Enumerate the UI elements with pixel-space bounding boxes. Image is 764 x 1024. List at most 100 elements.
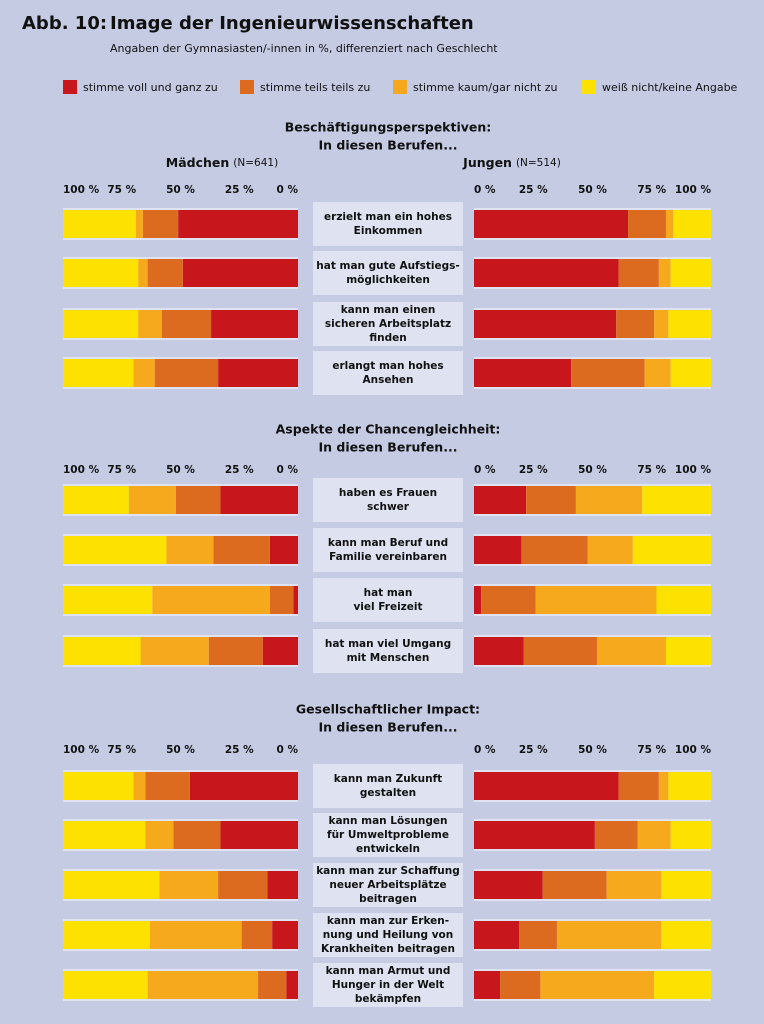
x-tick-label: 0 % [474,184,496,196]
bar-segment [63,637,141,665]
row-label: erlangt man hohes [332,360,443,372]
panel-n: (N=514) [516,157,561,169]
bar-segment [474,971,501,999]
bar-segment [272,921,298,949]
x-tick-label: 75 % [637,184,666,196]
bar-segment [535,586,657,614]
x-tick-label: 25 % [519,464,548,476]
panel-header: Jungen (N=514) [462,155,561,170]
bar-segment [474,210,629,238]
label-box [313,351,463,395]
row-label: sicheren Arbeitsplatz [325,318,451,330]
chart-subtitle: Angaben der Gymnasiasten/-innen in %, di… [110,42,498,55]
bar-segment [500,971,541,999]
legend-swatch [582,80,596,94]
x-tick-label: 50 % [578,184,607,196]
row-label: gestalten [360,787,416,799]
x-tick-label: 25 % [519,184,548,196]
bar-segment [628,210,666,238]
legend-label: stimme teils teils zu [260,81,370,94]
bar-segment [642,486,711,514]
bar-segment [161,310,212,338]
bar-segment [241,921,273,949]
row-label: mit Menschen [347,652,430,664]
bar-segment [63,310,139,338]
bar-segment [147,259,183,287]
label-box [313,578,463,622]
bar-segment [149,921,242,949]
bar-segment [519,921,557,949]
x-tick-label: 50 % [166,464,195,476]
bar-segment [474,921,520,949]
figure-label: Abb. 10: [22,13,107,34]
bar-segment [668,772,711,800]
bar-segment [63,921,150,949]
bar-segment [658,772,669,800]
x-tick-label: 75 % [107,184,136,196]
bar-segment [133,359,155,387]
bar-segment [594,821,638,849]
bar-segment [474,486,527,514]
label-box [313,528,463,572]
legend-label: stimme kaum/gar nicht zu [413,81,557,94]
bar-segment [656,586,711,614]
bar-segment [208,637,263,665]
bar-segment [661,921,711,949]
bar-segment [474,586,482,614]
bar-segment [147,971,259,999]
label-box [313,251,463,295]
row-label: Einkommen [354,225,423,237]
group-title: Gesellschaftlicher Impact: [296,702,480,717]
label-box [313,913,463,957]
x-tick-label: 0 % [277,744,299,756]
row-label: kann man Armut und [326,965,451,977]
bar-segment [670,259,711,287]
label-box [313,202,463,246]
x-tick-label: 50 % [578,744,607,756]
row-label: bekämpfen [355,993,421,1005]
row-label: kann man Lösungen [328,815,447,827]
bar-segment [63,871,160,899]
bar-segment [658,259,671,287]
panel-n: (N=641) [233,157,278,169]
bar-segment [142,210,179,238]
bar-segment [218,359,298,387]
bar-segment [654,971,711,999]
bar-segment [135,210,143,238]
row-label: kann man Zukunft [334,773,442,785]
bar-segment [133,772,146,800]
label-box [313,963,463,1007]
legend-swatch [393,80,407,94]
bar-segment [211,310,298,338]
legend-label: weiß nicht/keine Angabe [602,81,738,94]
group-title: In diesen Berufen... [319,138,458,153]
bar-segment [474,359,572,387]
bar-segment [269,586,294,614]
row-label: beitragen [359,893,417,905]
bar-segment [616,310,655,338]
legend-swatch [240,80,254,94]
bar-segment [262,637,298,665]
bar-segment [673,210,711,238]
bar-segment [258,971,287,999]
row-label: neuer Arbeitsplätze [329,879,446,891]
bar-segment [175,486,221,514]
row-label: hat man gute Aufstiegs- [316,260,459,272]
bar-segment [63,772,134,800]
row-label: möglichkeiten [346,274,430,286]
x-tick-label: 75 % [637,744,666,756]
bar-segment [670,821,711,849]
bar-segment [154,359,219,387]
bar-segment [63,821,146,849]
x-tick-label: 75 % [637,464,666,476]
panel-name: Mädchen [166,155,230,170]
bar-segment [654,310,669,338]
bar-segment [145,821,174,849]
bar-segment [665,637,711,665]
group-title: Beschäftigungsperspektiven: [285,120,492,135]
bar-segment [178,210,298,238]
bar-segment [140,637,209,665]
bar-segment [474,821,595,849]
bar-segment [632,536,711,564]
